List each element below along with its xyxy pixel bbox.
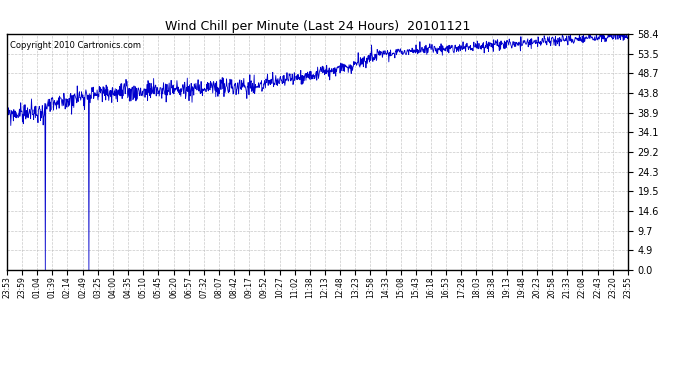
Title: Wind Chill per Minute (Last 24 Hours)  20101121: Wind Chill per Minute (Last 24 Hours) 20… (165, 20, 470, 33)
Text: Copyright 2010 Cartronics.com: Copyright 2010 Cartronics.com (10, 41, 141, 50)
